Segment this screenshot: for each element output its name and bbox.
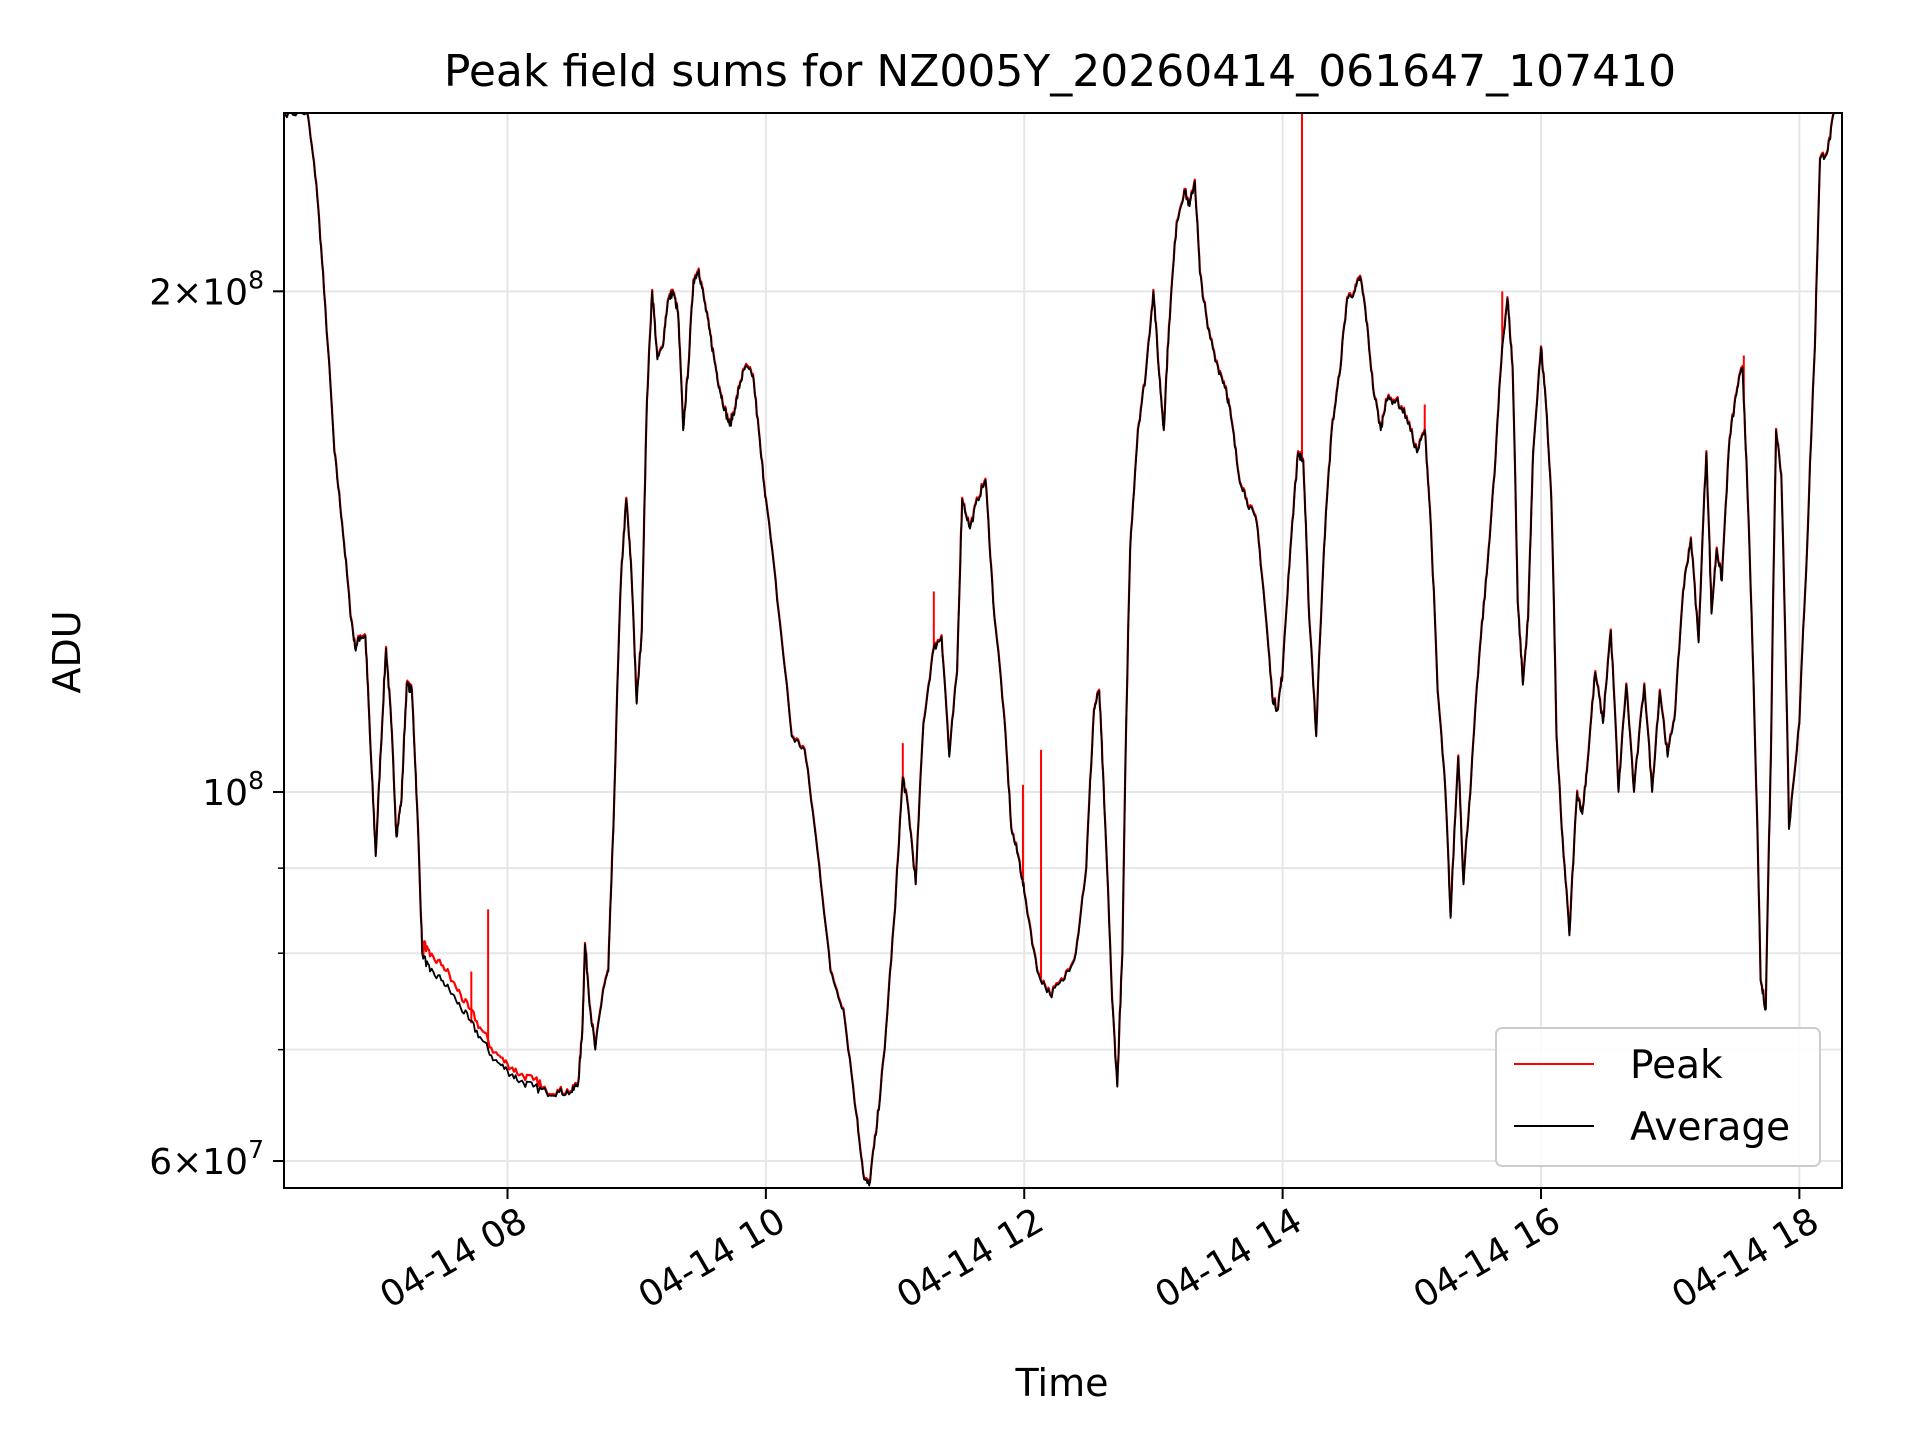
y-tick-label: 108 [202,766,264,814]
y-tick-label: 6×107 [149,1135,264,1183]
y-axis-label: ADU [45,610,89,693]
legend-box [1495,1027,1821,1167]
peak-spikes [470,113,1745,1050]
y-tick-label: 2×108 [149,265,264,313]
series-line-average [284,113,1836,1187]
legend-label-average: Average [1630,1105,1790,1150]
plot-frame [283,112,1843,1189]
legend-label-peak: Peak [1630,1043,1723,1088]
x-axis-label: Time [1015,1361,1109,1405]
chart-title: Peak field sums for NZ005Y_20260414_0616… [444,46,1676,97]
plot-area [284,113,1836,1187]
legend: Peak Average [1495,1027,1821,1167]
y-axis: 6×107 108 2×108 [149,265,284,1183]
